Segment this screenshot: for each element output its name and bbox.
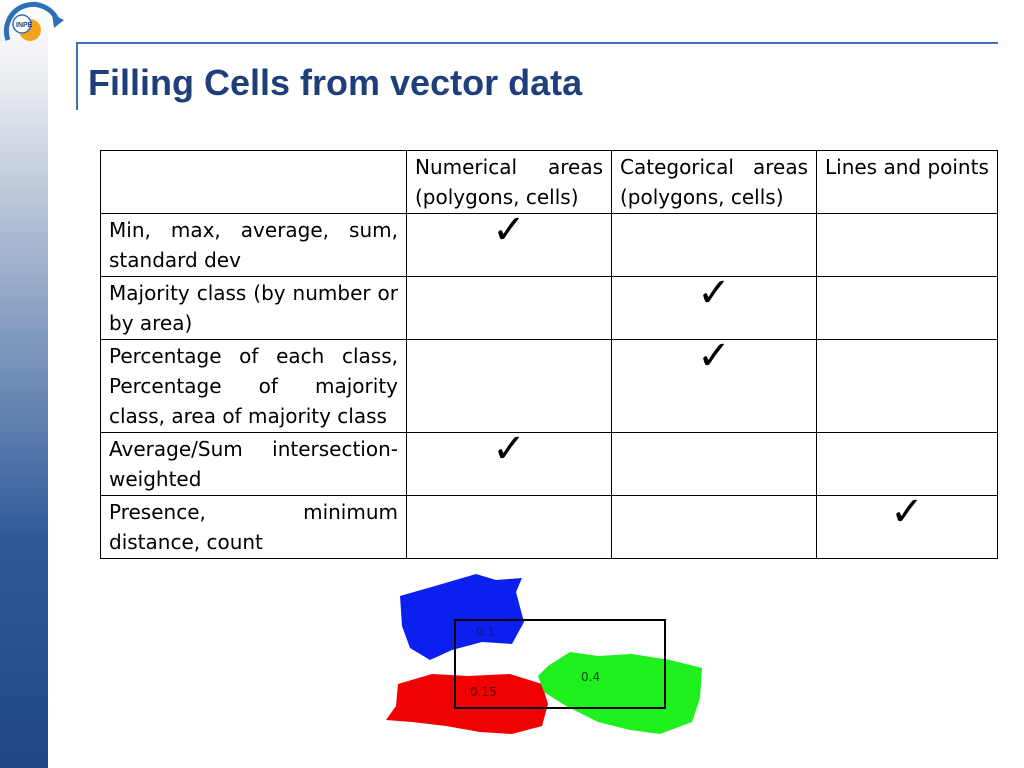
table-row: Min, max, average, sum, standard dev ✓ [100, 210, 998, 277]
checkmark-icon: ✓ [611, 336, 817, 433]
row-label: Majority class (by number or by area) [100, 276, 407, 340]
empty-cell [816, 276, 998, 340]
empty-cell [816, 339, 998, 433]
title-rule-vertical [76, 42, 78, 110]
slide-title: Filling Cells from vector data [88, 62, 583, 103]
empty-cell [406, 276, 612, 340]
table-row: Percentage of each class, Percentage of … [100, 336, 998, 433]
label-green: 0.4 [581, 670, 600, 684]
header-categorical-areas: Categorical areas (polygons, cells) [611, 150, 817, 214]
table-row: Majority class (by number or by area) ✓ [100, 273, 998, 340]
checkmark-icon: ✓ [816, 492, 998, 559]
empty-cell [406, 339, 612, 433]
red-polygon [386, 674, 548, 734]
checkmark-icon: ✓ [611, 273, 817, 340]
checkmark-icon: ✓ [406, 429, 612, 496]
label-red: 0.15 [470, 685, 497, 699]
overlay-diagram: 0.1 0.15 0.4 [386, 574, 702, 734]
checkmark-icon: ✓ [406, 210, 612, 277]
blue-polygon [400, 574, 524, 660]
row-label: Percentage of each class, Percentage of … [100, 339, 407, 433]
svg-text:INPE: INPE [16, 22, 33, 29]
table-row: Average/Sum intersection-weighted ✓ [100, 429, 998, 496]
empty-cell [611, 213, 817, 277]
empty-cell [611, 432, 817, 496]
inpe-logo: INPE [3, 1, 64, 41]
header-numerical-areas: Numerical areas (polygons, cells) [406, 150, 612, 214]
side-gradient-bar [0, 0, 48, 768]
capability-table: Numerical areas (polygons, cells) Catego… [100, 150, 998, 559]
row-label: Average/Sum intersection-weighted [100, 432, 407, 496]
row-label: Min, max, average, sum, standard dev [100, 213, 407, 277]
green-polygon [538, 652, 702, 734]
empty-cell [816, 432, 998, 496]
table-header-row: Numerical areas (polygons, cells) Catego… [100, 150, 998, 214]
empty-cell [816, 213, 998, 277]
title-rule-horizontal [76, 42, 998, 44]
header-cell-empty [100, 150, 407, 214]
empty-cell [611, 495, 817, 559]
table-row: Presence, minimum distance, count ✓ [100, 492, 998, 559]
label-blue: 0.1 [476, 625, 495, 639]
row-label: Presence, minimum distance, count [100, 495, 407, 559]
cell-outline [454, 619, 666, 709]
empty-cell [406, 495, 612, 559]
header-lines-points: Lines and points [816, 150, 998, 214]
